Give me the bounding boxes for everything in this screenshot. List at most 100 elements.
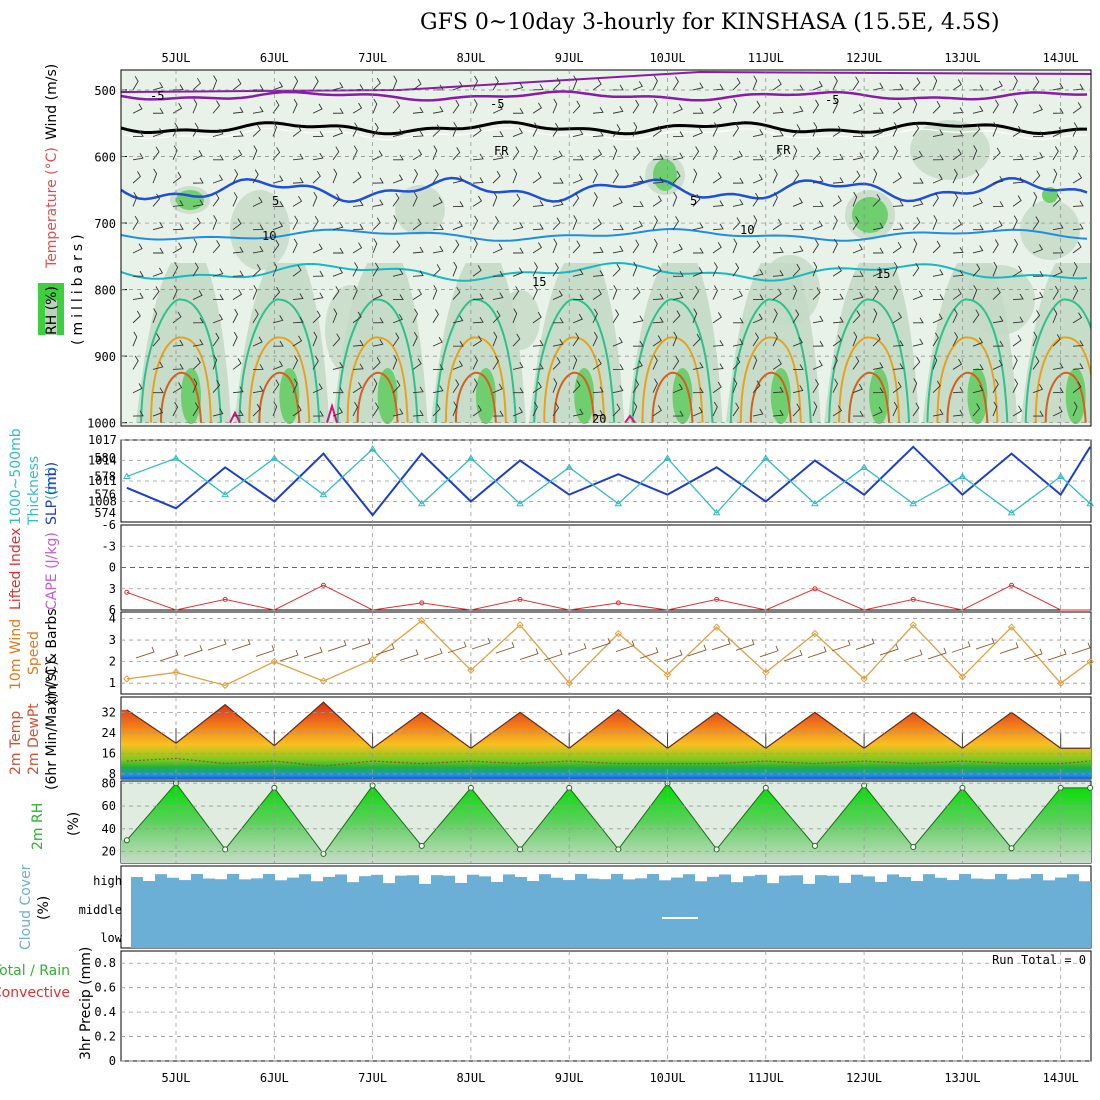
wind-barb <box>772 288 782 300</box>
cloud-high-bar <box>1007 879 1019 892</box>
wind-barb <box>672 216 680 230</box>
wind-barb <box>712 200 724 207</box>
wind-barb <box>992 239 999 254</box>
wind-barb <box>252 196 263 207</box>
wind-barb <box>532 102 543 114</box>
wind-barb <box>272 99 280 114</box>
wind-barb <box>412 358 422 370</box>
wind-barb <box>1032 310 1041 324</box>
top-date-label: 14JUL <box>1043 51 1079 65</box>
wind-barb <box>872 266 883 277</box>
cloud-high-bar <box>959 874 971 892</box>
wind-barb <box>212 128 224 137</box>
wind-barb <box>452 239 460 254</box>
wind-barb-10m <box>615 640 635 652</box>
label-cloud-cover: Cloud Cover <box>18 864 34 950</box>
cloud-high-bar <box>191 874 203 892</box>
wind-barb <box>292 177 304 184</box>
label-total-rain: Total / Rain <box>0 963 70 979</box>
wind-barb <box>572 75 578 91</box>
wind-barb <box>152 168 158 184</box>
wind-barb <box>572 354 578 370</box>
wind-barb <box>412 168 419 184</box>
wind-barb <box>792 197 803 207</box>
wind-barb <box>132 243 143 254</box>
wind-barb <box>832 316 844 324</box>
wind-barb <box>572 192 580 207</box>
top-date-label: 9JUL <box>555 51 584 65</box>
wind-barb <box>412 410 424 417</box>
cloud-high-bar <box>947 880 959 892</box>
wind-barb <box>992 315 1004 324</box>
wind-barb <box>292 355 299 370</box>
rh-high-patch <box>869 368 890 425</box>
wind-barb <box>912 317 924 324</box>
wind-barb <box>692 362 704 370</box>
wind-barb <box>172 401 179 417</box>
wind-barb <box>612 224 624 231</box>
wind-barb <box>192 262 199 277</box>
wind-barb-10m <box>567 643 587 655</box>
contour-label: -5 <box>825 93 839 107</box>
wind-speed-point <box>663 670 672 679</box>
wind-barb <box>732 356 741 370</box>
contour-20-loop <box>631 298 714 423</box>
wind-barb <box>792 263 801 277</box>
wind-barb <box>152 407 164 417</box>
wind-barb <box>892 363 904 370</box>
cloud-high-bar <box>1055 877 1067 892</box>
wind-barb <box>272 81 284 91</box>
wind-barb <box>632 121 638 137</box>
wind-barb <box>732 199 744 207</box>
wind-barb <box>332 221 344 231</box>
wind-barb <box>412 218 422 231</box>
wind-barb <box>912 378 918 393</box>
wind-barb <box>352 339 364 347</box>
cloud-high-bar <box>983 879 995 892</box>
wind-barb <box>412 308 419 324</box>
precip-tick-label: 0.6 <box>94 981 116 995</box>
rh-tick-label: 60 <box>102 799 116 813</box>
precip-tick-label: 0.4 <box>94 1005 116 1019</box>
wind-barb-10m <box>735 639 755 651</box>
contour-30-loop <box>651 371 694 423</box>
wind-barb <box>1032 152 1044 161</box>
wind-barb <box>592 107 604 114</box>
wind-barb <box>592 149 603 161</box>
rh-mid-blob <box>325 285 375 375</box>
wind-barb <box>412 386 424 394</box>
wind-barb <box>992 147 1001 161</box>
wind-barb <box>892 83 904 91</box>
cloud-high-bar <box>635 878 647 892</box>
rh-high-patch <box>279 368 300 425</box>
wind-speed-point <box>319 677 328 685</box>
contour-30-loop <box>258 371 301 423</box>
rh-high-blob <box>852 197 888 233</box>
wind-barb <box>292 125 302 137</box>
wind-barb-10m <box>1071 642 1091 655</box>
wind-barb <box>972 385 984 394</box>
wind-barb <box>972 337 984 347</box>
wind-barb <box>652 405 662 417</box>
wind-barb <box>812 220 823 231</box>
wind-barb <box>472 75 479 91</box>
rh-mid-blob <box>395 185 445 235</box>
wind-barb <box>752 75 758 91</box>
wind-barb <box>512 82 524 91</box>
wind-barb <box>912 290 923 300</box>
wind-barb <box>732 77 741 91</box>
contour-label: 10 <box>262 229 276 243</box>
cloud-high-bar <box>215 879 227 892</box>
wind-barb <box>712 122 718 137</box>
wind-barb <box>532 242 543 254</box>
contour-5 <box>121 176 1088 203</box>
wind-barb <box>912 402 920 417</box>
wind-barb <box>632 175 644 184</box>
cloud-high-bar <box>1043 880 1055 892</box>
wind-barb <box>732 317 744 324</box>
cloud-high-bar <box>719 874 731 892</box>
cloud-high-bar <box>839 882 851 892</box>
wind-barb <box>212 174 224 184</box>
wind-barb <box>472 316 484 324</box>
wind-barb <box>432 385 444 394</box>
